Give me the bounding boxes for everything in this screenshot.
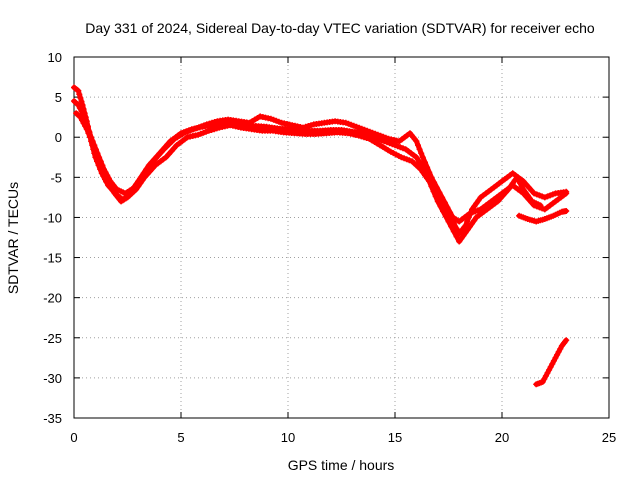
y-tick-label: -35 <box>43 411 62 426</box>
data-point <box>549 360 556 367</box>
data-point <box>537 202 544 209</box>
x-tick-label: 15 <box>388 430 402 445</box>
data-point <box>416 146 423 153</box>
data-point <box>453 233 460 240</box>
data-point <box>426 178 433 185</box>
series-track-e <box>533 337 570 388</box>
data-point <box>76 105 83 112</box>
data-point <box>74 101 81 108</box>
y-tick-label: 10 <box>48 50 62 65</box>
data-point <box>441 199 448 206</box>
y-tick-label: -5 <box>50 170 62 185</box>
y-tick-label: -30 <box>43 371 62 386</box>
y-tick-label: -15 <box>43 251 62 266</box>
data-point <box>433 184 440 191</box>
data-point <box>426 169 433 176</box>
data-point <box>74 86 81 93</box>
series <box>71 84 570 388</box>
chart-title: Day 331 of 2024, Sidereal Day-to-day VTE… <box>85 20 595 36</box>
data-point <box>95 157 102 164</box>
data-point <box>135 183 142 190</box>
data-point <box>434 198 441 205</box>
data-point <box>563 337 570 344</box>
x-tick-label: 10 <box>281 430 295 445</box>
data-point <box>88 138 95 145</box>
y-tick-label: -20 <box>43 291 62 306</box>
grid <box>74 57 609 418</box>
data-point <box>75 87 82 94</box>
data-point <box>419 154 426 161</box>
data-point <box>437 203 444 210</box>
y-tick-label: 0 <box>55 130 62 145</box>
data-point <box>447 209 454 216</box>
x-tick-label: 5 <box>177 430 184 445</box>
x-axis-title: GPS time / hours <box>288 457 395 473</box>
y-tick-label: -10 <box>43 210 62 225</box>
data-point <box>93 152 100 159</box>
data-point <box>90 142 97 149</box>
data-point <box>432 193 439 200</box>
data-point <box>413 154 420 161</box>
data-point <box>442 213 449 220</box>
data-point <box>78 98 85 105</box>
x-tick-label: 0 <box>70 430 77 445</box>
data-point <box>448 223 455 230</box>
series-track-c <box>73 110 544 245</box>
x-tick-label: 25 <box>602 430 616 445</box>
data-point <box>171 145 177 152</box>
data-point <box>428 183 435 190</box>
data-point <box>91 147 98 154</box>
data-point <box>83 126 90 133</box>
series-track-d <box>516 208 570 225</box>
x-tick-label: 20 <box>495 430 509 445</box>
data-point <box>430 188 437 195</box>
data-point <box>416 158 423 165</box>
data-point <box>98 166 105 173</box>
plot-frame <box>73 56 610 419</box>
data-point <box>422 159 428 166</box>
data-point <box>103 178 110 185</box>
series-band <box>71 85 569 236</box>
series-track-a <box>71 84 570 237</box>
data-point <box>517 180 524 187</box>
data-point <box>99 170 106 177</box>
data-point <box>563 208 570 214</box>
data-point <box>440 208 447 215</box>
data-point <box>76 113 83 120</box>
data-point <box>450 228 457 235</box>
data-point <box>439 194 446 201</box>
y-tick-label: -25 <box>43 331 62 346</box>
data-point <box>77 94 84 101</box>
data-point <box>76 91 83 98</box>
axis-ticks: 0 5 10 15 20 25 10 5 0 -5 -10 -15 -20 -25 -30 -35 <box>43 50 616 445</box>
data-point <box>464 218 471 225</box>
y-axis-title: SDTVAR / TECUs <box>5 182 21 294</box>
y-tick-label: 5 <box>55 90 62 105</box>
data-point <box>85 130 92 137</box>
data-point <box>436 189 443 196</box>
data-point <box>413 138 420 145</box>
data-point <box>96 162 103 169</box>
data-point <box>444 204 451 211</box>
data-point <box>101 174 108 181</box>
data-point <box>415 142 421 149</box>
data-point <box>507 183 514 190</box>
data-point <box>445 218 452 225</box>
data-point <box>563 190 570 197</box>
data-point <box>418 150 425 157</box>
data-point <box>424 164 431 171</box>
data-point <box>87 134 93 141</box>
data-point <box>471 217 478 224</box>
